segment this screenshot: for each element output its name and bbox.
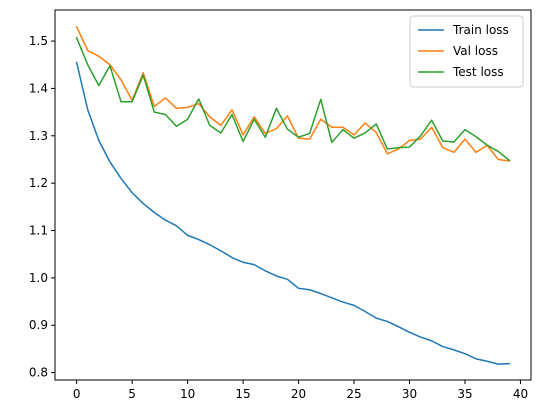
axes-frame — [54, 9, 532, 381]
y-tick-label: 0.9 — [29, 318, 48, 332]
y-tick-label: 1.4 — [29, 81, 48, 95]
x-tick-label: 15 — [235, 387, 250, 401]
x-tick-label: 20 — [291, 387, 306, 401]
legend: Train loss Val loss Test loss — [409, 15, 524, 88]
legend-box — [409, 15, 524, 88]
x-tick-label: 25 — [346, 387, 361, 401]
plot-lines — [75, 25, 511, 365]
y-axis: 0.8 0.9 1.0 1.1 1.2 1.3 1.4 1.5 — [29, 34, 55, 380]
x-tick-label: 5 — [128, 387, 136, 401]
y-tick-label: 1.1 — [29, 224, 48, 238]
x-tick-label: 35 — [457, 387, 472, 401]
y-tick-label: 1.5 — [29, 34, 48, 48]
legend-label: Test loss — [452, 65, 504, 79]
series-line-train-loss — [75, 61, 511, 365]
y-tick-label: 1.0 — [29, 271, 48, 285]
y-tick-label: 1.2 — [29, 176, 48, 190]
y-tick-label: 1.3 — [29, 129, 48, 143]
legend-label: Val loss — [453, 44, 498, 58]
y-tick-label: 0.8 — [29, 366, 48, 380]
x-tick-label: 30 — [402, 387, 417, 401]
x-axis: 0 5 10 15 20 25 30 35 40 — [73, 380, 528, 401]
x-tick-label: 10 — [180, 387, 195, 401]
x-tick-label: 40 — [513, 387, 528, 401]
legend-label: Train loss — [452, 23, 509, 37]
series-line-val-loss — [75, 25, 511, 162]
series-line-test-loss — [75, 36, 511, 162]
x-tick-label: 0 — [73, 387, 81, 401]
